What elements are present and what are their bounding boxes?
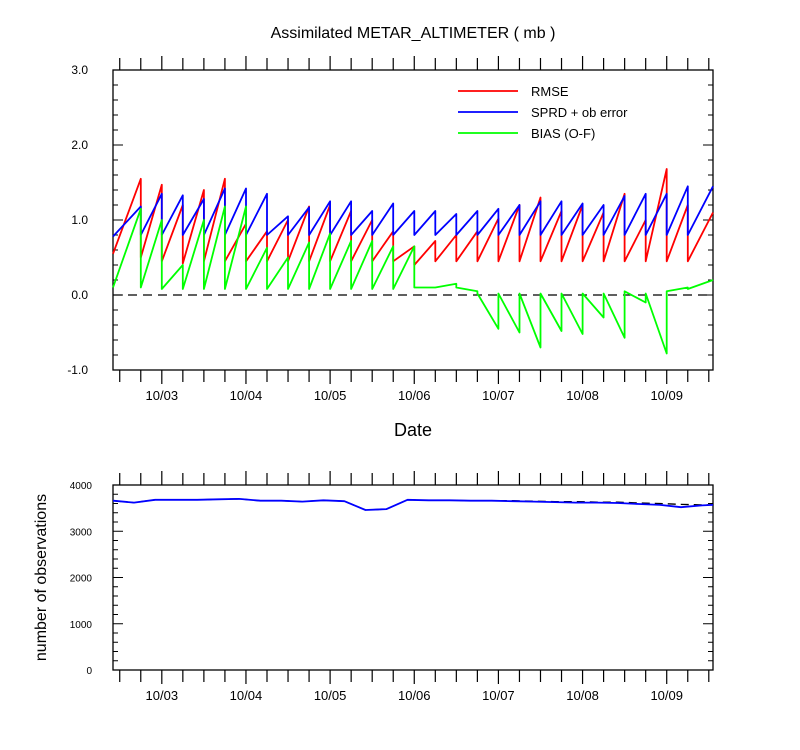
- y-tick-label: -1.0: [67, 363, 88, 377]
- x-axis-label: Date: [394, 420, 432, 440]
- legend-label: RMSE: [531, 84, 569, 99]
- plot-frame: [112, 484, 714, 671]
- y-tick-label: 3.0: [71, 63, 88, 77]
- series-line-1: [112, 498, 713, 511]
- x-tick-label: 10/04: [230, 388, 263, 403]
- x-tick-label: 10/04: [230, 688, 263, 703]
- x-tick-label: 10/03: [146, 388, 179, 403]
- y-axis-label: number of observations: [33, 494, 50, 661]
- x-tick-label: 10/03: [146, 688, 179, 703]
- x-tick-label: 10/05: [314, 388, 347, 403]
- series-line-bias-o-f: [112, 205, 714, 355]
- y-tick-label: 3000: [70, 527, 93, 538]
- x-tick-label: 10/06: [398, 688, 431, 703]
- y-tick-label: 1000: [70, 620, 93, 631]
- series-line-2: [112, 497, 714, 511]
- chart-title: Assimilated METAR_ALTIMETER ( mb ): [271, 25, 556, 42]
- x-tick-label: 10/08: [566, 688, 599, 703]
- x-tick-label: 10/08: [566, 388, 599, 403]
- legend-label: BIAS (O-F): [531, 126, 595, 141]
- y-tick-label: 1.0: [71, 213, 88, 227]
- x-tick-label: 10/09: [650, 688, 683, 703]
- y-tick-label: 0: [86, 666, 92, 677]
- x-tick-label: 10/05: [314, 688, 347, 703]
- chart-panel-2: 0 1000 2000 3000 4000 10/03 10/04 10/05 10/06 10/…: [33, 471, 714, 703]
- x-tick-label: 10/06: [398, 388, 431, 403]
- y-tick-label: 2.0: [71, 138, 88, 152]
- chart-panel-1: Assimilated METAR_ALTIMETER ( mb ) -1.0 0.…: [67, 25, 714, 440]
- x-tick-label: 10/09: [650, 388, 683, 403]
- legend-label: SPRD + ob error: [531, 105, 628, 120]
- y-tick-label: 2000: [70, 574, 93, 585]
- x-tick-label: 10/07: [482, 688, 515, 703]
- y-tick-label: 4000: [70, 481, 93, 492]
- y-tick-label: 0.0: [71, 288, 88, 302]
- x-tick-label: 10/07: [482, 388, 515, 403]
- series-line-sprd-ob-error: [112, 185, 714, 238]
